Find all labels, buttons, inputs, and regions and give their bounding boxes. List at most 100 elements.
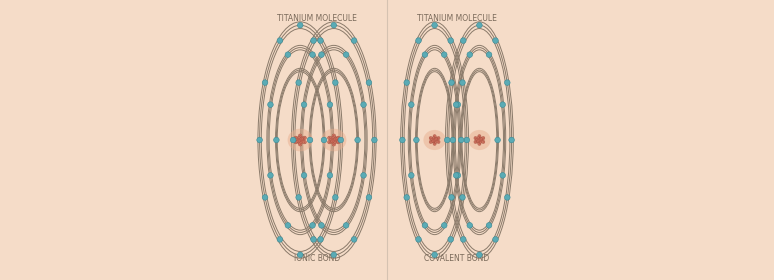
Circle shape xyxy=(302,139,303,141)
Circle shape xyxy=(432,22,437,28)
Circle shape xyxy=(319,52,324,57)
Circle shape xyxy=(450,137,456,143)
Circle shape xyxy=(460,195,465,200)
Circle shape xyxy=(328,141,330,143)
Circle shape xyxy=(333,135,334,137)
Circle shape xyxy=(330,140,334,144)
Circle shape xyxy=(277,38,283,43)
Circle shape xyxy=(290,137,296,143)
Circle shape xyxy=(416,38,421,43)
Circle shape xyxy=(277,237,283,242)
Circle shape xyxy=(331,141,334,143)
Circle shape xyxy=(409,172,414,178)
Circle shape xyxy=(435,138,438,142)
Circle shape xyxy=(474,137,476,139)
Circle shape xyxy=(331,140,333,142)
Circle shape xyxy=(477,137,480,140)
Circle shape xyxy=(366,80,372,85)
Circle shape xyxy=(435,141,437,143)
Circle shape xyxy=(493,237,498,242)
Circle shape xyxy=(297,22,303,28)
Circle shape xyxy=(433,139,436,141)
Circle shape xyxy=(299,143,302,146)
Circle shape xyxy=(474,141,476,143)
Circle shape xyxy=(299,134,302,137)
Circle shape xyxy=(296,139,299,141)
Circle shape xyxy=(478,140,479,142)
Circle shape xyxy=(301,102,307,108)
Circle shape xyxy=(317,38,324,43)
Circle shape xyxy=(437,141,440,143)
Circle shape xyxy=(432,137,435,140)
Circle shape xyxy=(300,136,303,140)
Circle shape xyxy=(351,237,357,242)
Circle shape xyxy=(330,138,333,142)
Circle shape xyxy=(478,137,479,139)
Circle shape xyxy=(300,139,301,141)
Circle shape xyxy=(429,140,433,143)
Circle shape xyxy=(454,172,459,178)
Circle shape xyxy=(434,137,437,140)
Circle shape xyxy=(481,139,482,141)
Circle shape xyxy=(334,141,336,143)
Circle shape xyxy=(331,137,334,139)
Circle shape xyxy=(458,137,464,143)
Circle shape xyxy=(300,141,303,143)
Circle shape xyxy=(432,139,435,143)
Circle shape xyxy=(467,52,473,57)
Circle shape xyxy=(475,138,479,142)
Circle shape xyxy=(430,137,432,139)
Circle shape xyxy=(298,140,300,142)
Circle shape xyxy=(300,143,301,145)
Text: TITANIUM MOLECULE: TITANIUM MOLECULE xyxy=(277,14,357,23)
Circle shape xyxy=(337,141,339,143)
Circle shape xyxy=(332,134,336,137)
Circle shape xyxy=(413,137,420,143)
Circle shape xyxy=(467,223,473,228)
Circle shape xyxy=(493,38,498,43)
Circle shape xyxy=(310,223,315,228)
Circle shape xyxy=(262,80,268,85)
Circle shape xyxy=(332,138,336,142)
Circle shape xyxy=(334,136,337,140)
Circle shape xyxy=(500,102,505,108)
Circle shape xyxy=(303,140,307,144)
Circle shape xyxy=(334,138,336,140)
Circle shape xyxy=(298,141,300,143)
Circle shape xyxy=(464,137,470,143)
Circle shape xyxy=(481,140,485,143)
Circle shape xyxy=(327,136,331,140)
Circle shape xyxy=(361,172,366,178)
Circle shape xyxy=(344,52,349,57)
Circle shape xyxy=(474,137,477,140)
Circle shape xyxy=(300,137,303,139)
Circle shape xyxy=(476,139,478,141)
Circle shape xyxy=(310,237,317,242)
Circle shape xyxy=(437,140,440,143)
Circle shape xyxy=(273,137,279,143)
Circle shape xyxy=(437,137,440,140)
Circle shape xyxy=(366,195,372,200)
Circle shape xyxy=(333,80,338,85)
Circle shape xyxy=(330,136,334,140)
Circle shape xyxy=(433,140,434,142)
Circle shape xyxy=(303,137,306,139)
Circle shape xyxy=(331,22,337,28)
Circle shape xyxy=(477,139,480,143)
Circle shape xyxy=(257,137,262,143)
Circle shape xyxy=(480,138,483,142)
Circle shape xyxy=(478,142,481,145)
Circle shape xyxy=(433,142,437,145)
Circle shape xyxy=(301,138,304,142)
Circle shape xyxy=(344,223,349,228)
Circle shape xyxy=(334,138,338,142)
Circle shape xyxy=(433,138,437,142)
Circle shape xyxy=(331,252,337,258)
Circle shape xyxy=(338,137,344,143)
Circle shape xyxy=(478,143,480,144)
Circle shape xyxy=(310,52,315,57)
Circle shape xyxy=(399,137,406,143)
Circle shape xyxy=(333,139,334,141)
Text: COVALENT BOND: COVALENT BOND xyxy=(424,254,490,263)
Circle shape xyxy=(486,52,491,57)
